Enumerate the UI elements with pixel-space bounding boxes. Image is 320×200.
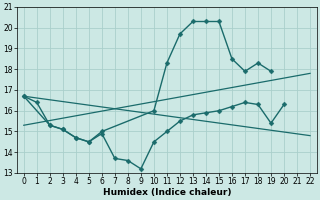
- X-axis label: Humidex (Indice chaleur): Humidex (Indice chaleur): [103, 188, 231, 197]
